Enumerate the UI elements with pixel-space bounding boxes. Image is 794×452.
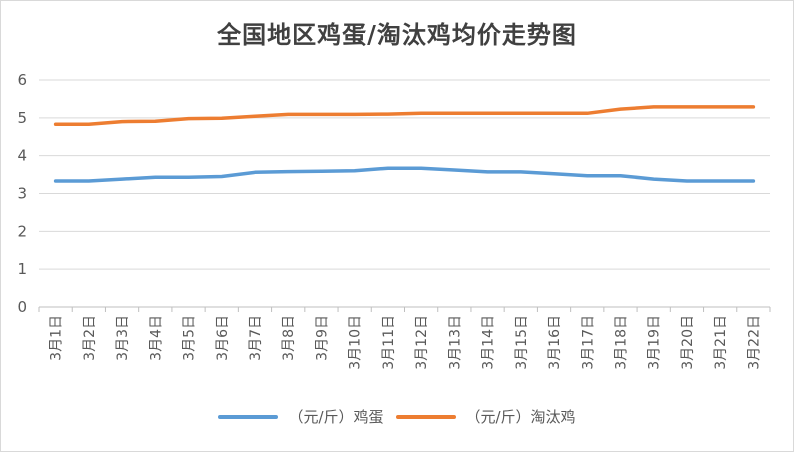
x-tick-label: 3月12日	[414, 315, 430, 370]
y-tick-label: 6	[17, 71, 27, 89]
x-tick-label: 3月9日	[314, 315, 330, 361]
x-tick-label: 3月22日	[746, 315, 762, 370]
legend-item: （元/斤）鸡蛋	[218, 406, 384, 427]
x-tick-label: 3月21日	[713, 315, 729, 370]
x-tick-label: 3月3日	[115, 315, 131, 361]
x-tick-label: 3月16日	[547, 315, 563, 370]
x-tick-label: 3月19日	[647, 315, 663, 370]
legend-label: （元/斤）鸡蛋	[288, 408, 384, 426]
series-line-hen	[53, 105, 756, 127]
chart-title: 全国地区鸡蛋/淘汰鸡均价走势图	[217, 20, 577, 49]
x-tick-label: 3月15日	[514, 315, 530, 370]
x-tick-label: 3月4日	[148, 315, 164, 361]
x-tick-label: 3月7日	[248, 315, 264, 361]
x-tick-label: 3月14日	[481, 315, 497, 370]
legend-swatch	[218, 414, 279, 419]
x-tick-label: 3月8日	[281, 315, 297, 361]
x-tick-label: 3月6日	[215, 315, 231, 361]
legend-label: （元/斤）淘汰鸡	[465, 408, 576, 426]
y-tick-label: 0	[17, 298, 27, 316]
series-line-egg	[53, 166, 756, 183]
y-tick-label: 4	[17, 147, 27, 165]
x-tick-label: 3月11日	[381, 315, 397, 370]
chart-legend: （元/斤）鸡蛋 （元/斤）淘汰鸡	[1, 406, 793, 427]
x-tick-label: 3月17日	[580, 315, 596, 370]
y-tick-label: 5	[17, 109, 27, 127]
x-tick-label: 3月5日	[182, 315, 198, 361]
x-tick-label: 3月2日	[82, 315, 98, 361]
x-tick-label: 3月1日	[49, 315, 65, 361]
x-tick-label: 3月18日	[613, 315, 629, 370]
x-tick-label: 3月13日	[447, 315, 463, 370]
y-tick-label: 3	[17, 185, 27, 203]
y-tick-label: 2	[17, 222, 27, 240]
legend-item: （元/斤）淘汰鸡	[395, 406, 576, 427]
y-tick-label: 1	[17, 260, 27, 278]
x-tick-label: 3月20日	[680, 315, 696, 370]
x-tick-label: 3月10日	[348, 315, 364, 370]
legend-swatch	[395, 414, 456, 419]
